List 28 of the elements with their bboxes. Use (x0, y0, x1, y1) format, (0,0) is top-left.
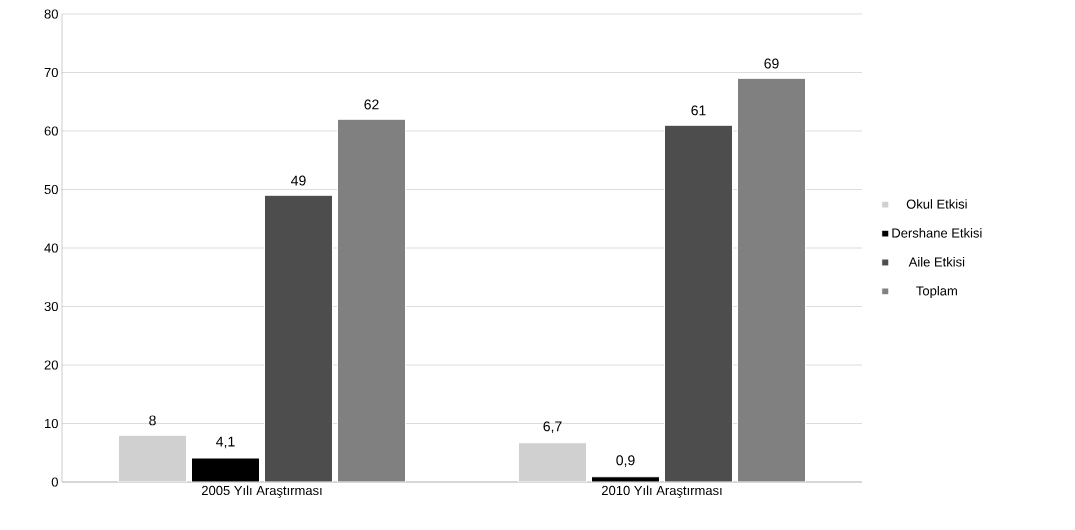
data-label: 61 (691, 105, 706, 116)
data-label: 49 (291, 175, 306, 186)
x-tick-label: 2005 Yılı Araştırması (201, 485, 322, 498)
data-label: 4,1 (216, 436, 235, 449)
data-label: 8 (149, 415, 156, 426)
legend-label: Okul Etkisi (906, 199, 967, 209)
x-tick-label: 2010 Yılı Araştırması (601, 485, 722, 498)
bar (191, 457, 261, 482)
y-tick-label: 20 (44, 360, 58, 370)
bar (264, 194, 334, 482)
legend-label: Dershane Etkisi (892, 228, 982, 238)
y-tick-label: 0 (51, 477, 58, 487)
legend-label: Toplam (916, 285, 957, 299)
data-label: 69 (764, 58, 779, 69)
y-tick-label: 50 (44, 184, 58, 195)
y-tick-label: 30 (44, 301, 58, 312)
data-label: 6,7 (543, 421, 562, 433)
data-label: 62 (364, 99, 379, 110)
y-tick-label: 60 (44, 126, 58, 136)
bar (118, 434, 187, 482)
y-tick-label: 10 (45, 418, 58, 429)
data-label: 0,9 (616, 455, 635, 467)
bar (664, 124, 734, 482)
legend-label: Aile Etkisi (908, 257, 965, 267)
y-tick-label: 80 (44, 9, 58, 19)
y-tick-label: 70 (44, 67, 58, 78)
y-tick-label: 40 (44, 243, 58, 253)
bar (518, 442, 588, 482)
